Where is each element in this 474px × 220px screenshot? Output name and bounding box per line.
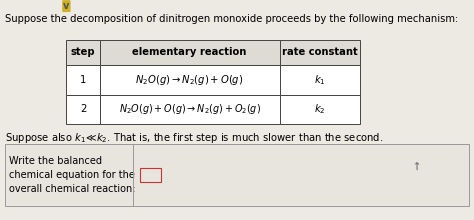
- Text: $k_1$: $k_1$: [314, 73, 326, 87]
- Bar: [140, 168, 161, 182]
- Bar: [66, 65, 100, 95]
- Text: $k_2$: $k_2$: [314, 103, 326, 116]
- Bar: [280, 40, 360, 65]
- Text: 1: 1: [80, 75, 86, 85]
- Bar: [100, 40, 280, 65]
- Bar: [100, 65, 280, 95]
- Text: elementary reaction: elementary reaction: [132, 47, 247, 57]
- Bar: [100, 95, 280, 124]
- Bar: [280, 95, 360, 124]
- Text: v: v: [63, 1, 70, 11]
- Bar: [5, 144, 469, 206]
- Text: Write the balanced
chemical equation for the
overall chemical reaction:: Write the balanced chemical equation for…: [9, 156, 136, 194]
- Bar: [280, 65, 360, 95]
- Bar: [66, 40, 100, 65]
- Text: Suppose the decomposition of dinitrogen monoxide proceeds by the following mecha: Suppose the decomposition of dinitrogen …: [5, 14, 458, 24]
- Text: ↖: ↖: [408, 161, 421, 174]
- Text: Suppose also $k_1\!\ll\!k_2$. That is, the first step is much slower than the se: Suppose also $k_1\!\ll\!k_2$. That is, t…: [5, 131, 383, 145]
- Text: $N_2O(g) \rightarrow N_2(g) + O(g)$: $N_2O(g) \rightarrow N_2(g) + O(g)$: [136, 73, 244, 87]
- Text: $N_2O(g) + O(g) \rightarrow N_2(g) + O_2(g)$: $N_2O(g) + O(g) \rightarrow N_2(g) + O_2…: [118, 103, 261, 116]
- Text: 2: 2: [80, 104, 86, 114]
- Text: rate constant: rate constant: [282, 47, 358, 57]
- Text: step: step: [71, 47, 95, 57]
- Bar: [66, 95, 100, 124]
